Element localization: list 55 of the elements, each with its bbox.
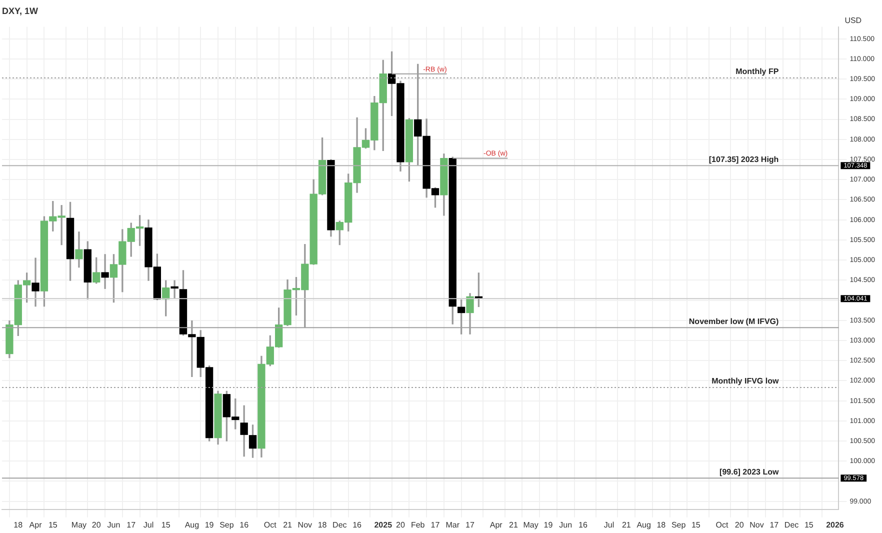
ref-line-label: [107.35] 2023 High [708,154,779,164]
x-tick-label: Feb [410,520,426,530]
x-tick-label: Apr [490,520,503,530]
x-tick-label: 17 [126,520,136,530]
x-tick-label: 16 [352,520,362,530]
x-tick-label: 20 [92,520,102,530]
x-tick-label: Jul [604,520,614,530]
x-tick-label: Oct [716,520,729,530]
candlestick [240,405,248,457]
x-tick-label: Dec [784,520,799,530]
chart-title: DXY, 1W [2,6,39,16]
x-tick-label: 20 [734,520,744,530]
x-tick-label: 16 [240,520,250,530]
x-tick-label: 17 [466,520,475,530]
x-tick-label: 18 [656,520,666,530]
ref-line-label: Monthly FP [736,67,780,76]
x-tick-label: 15 [48,520,58,530]
x-tick-label: 19 [544,520,554,530]
x-tick-label: 19 [204,520,214,530]
x-tick-label: 20 [396,520,406,530]
x-tick-label: 16 [578,520,588,530]
x-tick-label: Nov [298,520,312,530]
candlestick [170,280,178,299]
x-tick-label: Nov [750,520,764,530]
x-tick-label: 15 [804,520,814,530]
x-tick-label: 2026 [826,520,844,530]
x-tick-label: 17 [430,520,440,530]
x-tick-label: Aug [184,520,200,530]
x-tick-label: Sep [220,520,234,530]
ref-line-label: [99.6] 2023 Low [720,467,780,476]
x-tick-label: Jun [107,520,120,530]
x-tick-label: 21 [622,520,632,530]
x-tick-label: 2025 [374,520,393,530]
x-tick-label: Aug [636,520,651,530]
x-tick-label: May [71,520,87,530]
y2-axis-title: USD [844,16,862,26]
x-tick-label: Oct [264,520,278,530]
x-tick-label: Jul [143,520,154,530]
x-tick-label: Mar [446,520,460,530]
x-tick-label: 18 [14,520,24,530]
x-tick-label: 15 [691,520,701,530]
x-tick-label: Sep [671,520,686,530]
x-tick-label: 21 [509,520,518,530]
x-tick-label: Apr [29,520,42,530]
x-tick-label: 21 [283,520,293,530]
ref-line-label: Monthly IFVG low [712,376,780,386]
x-tick-label: 18 [318,520,328,530]
candlestick [101,254,109,289]
x-tick-label: May [523,520,538,530]
candlestick [32,258,40,307]
x-tick-label: Dec [332,520,347,530]
x-tick-label: 15 [161,520,171,530]
x-tick-label: 17 [770,520,780,530]
x-tick-label: Jun [559,520,572,530]
ref-line-label: November low (M IFVG) [688,316,780,326]
